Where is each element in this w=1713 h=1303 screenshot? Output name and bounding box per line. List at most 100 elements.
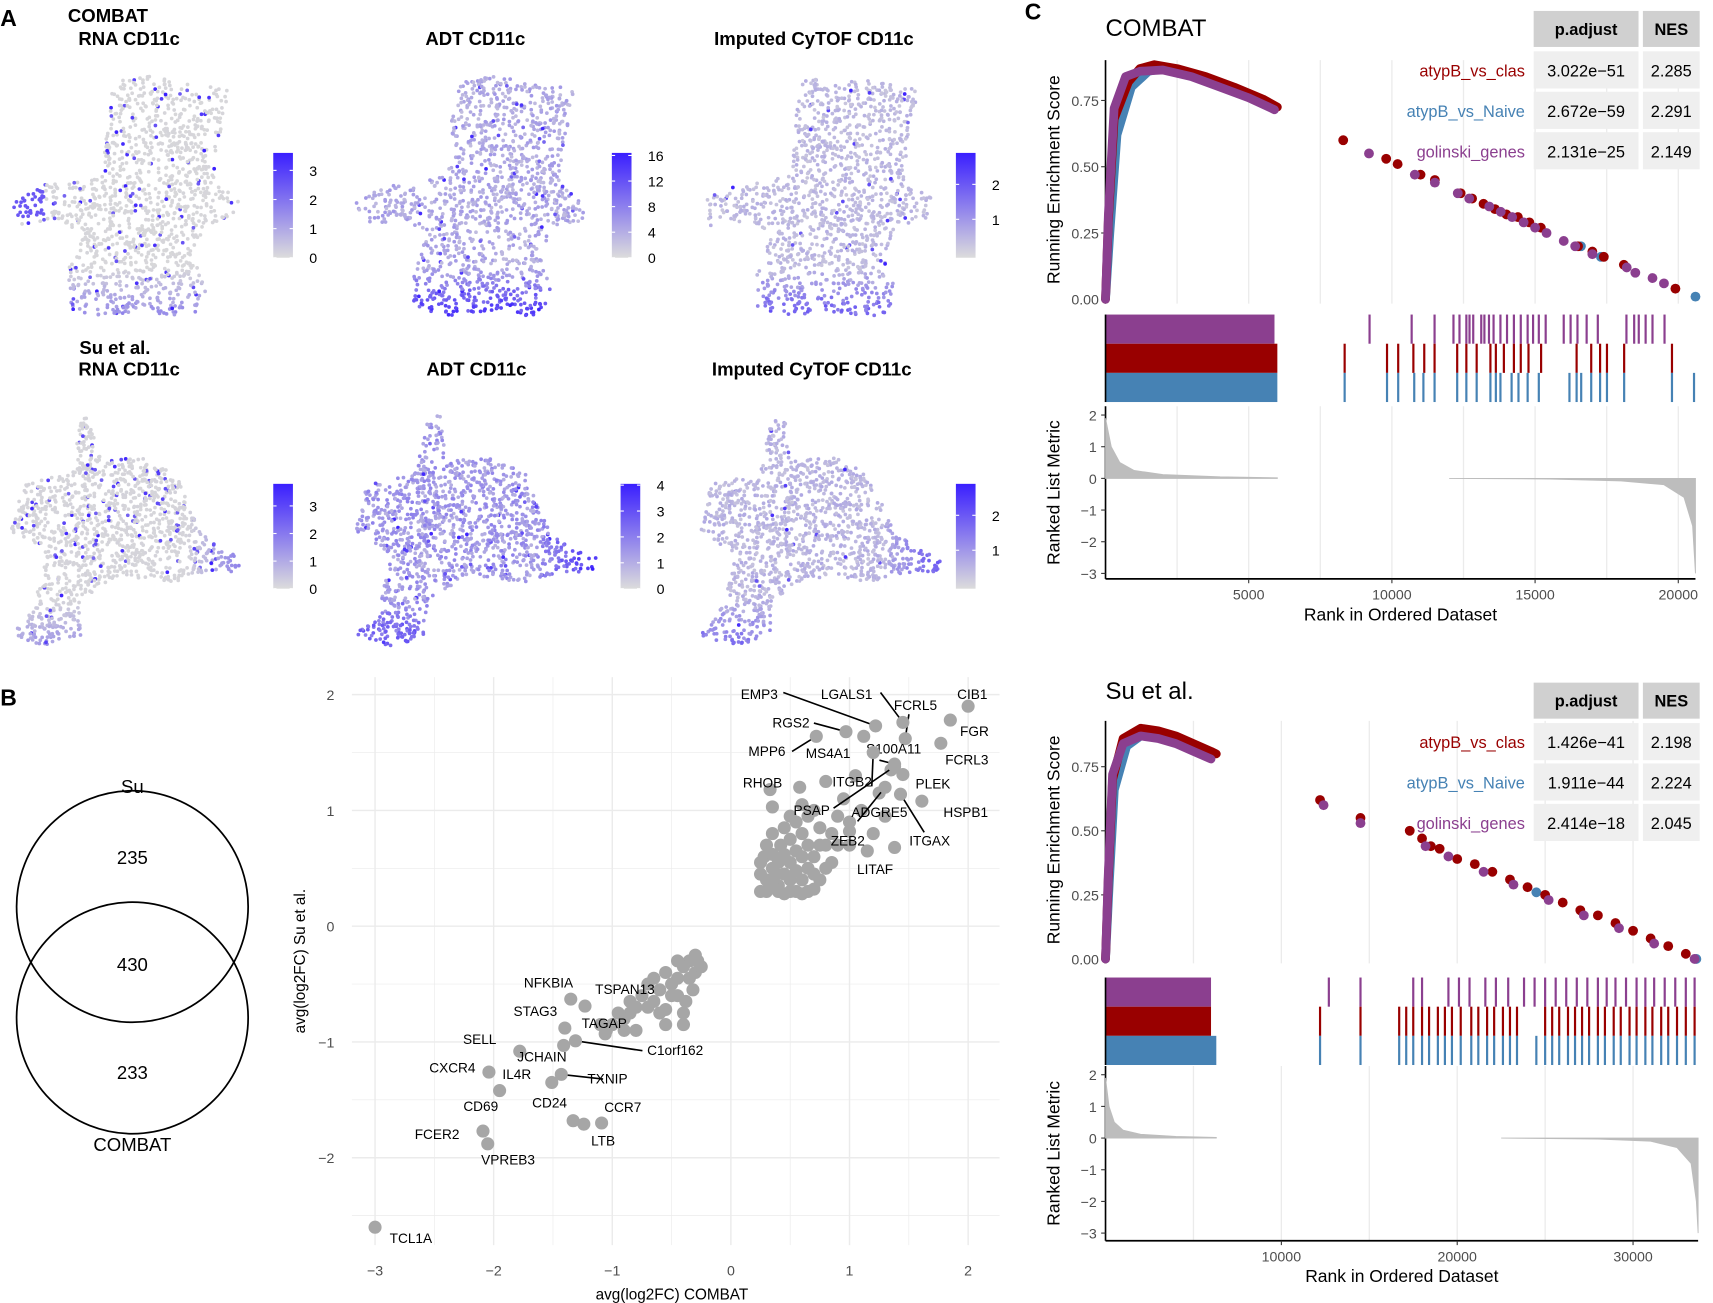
umap-cell-point <box>443 309 448 314</box>
umap-cell-point <box>466 282 471 287</box>
umap-cell-point <box>824 236 829 241</box>
umap-cell-point <box>493 251 498 256</box>
umap-cell-point <box>886 303 891 308</box>
umap-cell-point <box>134 285 138 290</box>
umap-cell-point <box>485 92 490 97</box>
umap-cell-point <box>821 115 826 120</box>
umap-cell-point <box>706 216 711 221</box>
umap-cell-point <box>894 99 899 104</box>
umap-cell-point <box>477 179 482 183</box>
umap-cell-point <box>535 274 540 278</box>
umap-cell-point <box>226 190 230 195</box>
umap-cell-point <box>114 251 119 255</box>
umap-cell-point <box>205 185 210 190</box>
umap-cell-point <box>876 295 881 300</box>
umap-cell-point <box>169 537 173 542</box>
umap-cell-point <box>891 227 896 232</box>
umap-cell-point <box>519 188 524 192</box>
umap-cell-point <box>122 295 127 300</box>
umap-cell-point <box>115 501 120 506</box>
umap-cell-point <box>442 223 447 227</box>
umap-cell-point <box>198 190 203 195</box>
umap-cell-point <box>80 496 85 501</box>
umap-cell-point <box>171 245 176 250</box>
umap-cell-point <box>515 266 519 271</box>
umap-cell-point <box>830 156 835 161</box>
umap-cell-point <box>489 100 494 105</box>
umap-cell-point <box>501 257 506 261</box>
umap-cell-point <box>195 157 200 162</box>
umap-cell-point <box>741 189 746 194</box>
umap-cell-point <box>527 234 532 239</box>
umap-cell-point <box>212 166 217 171</box>
umap-cell-point <box>505 83 509 88</box>
umap-cell-point <box>551 89 555 94</box>
umap-cell-point <box>54 209 58 214</box>
umap-cell-point <box>818 282 823 286</box>
umap-cell-point <box>867 112 872 117</box>
umap-cell-point <box>419 298 424 303</box>
umap-cell-point <box>99 242 104 246</box>
umap-cell-point <box>872 157 877 161</box>
umap-cell-point <box>496 221 501 225</box>
umap-cell-point <box>475 169 479 174</box>
umap-cell-point <box>110 242 115 247</box>
umap-cell-point <box>822 150 826 155</box>
umap-cell-point <box>144 529 149 534</box>
umap-cell-point <box>737 219 742 224</box>
umap-cell-point <box>791 164 796 169</box>
dataset-label-su: Su et al. <box>79 337 150 358</box>
umap-cell-point <box>828 141 833 145</box>
umap-cell-point <box>169 303 173 308</box>
umap-cell-point <box>22 488 27 493</box>
umap-cell-point <box>42 527 46 532</box>
umap-cell-point <box>482 93 486 97</box>
umap-cell-point <box>183 96 188 101</box>
umap-cell-point <box>66 607 71 612</box>
umap-cell-point <box>144 472 149 477</box>
umap-cell-point <box>105 288 110 293</box>
umap-cell-point <box>877 102 882 106</box>
umap-cell-point <box>102 472 106 477</box>
umap-cell-point <box>77 307 82 311</box>
umap-cell-point <box>94 511 98 516</box>
umap-cell-point <box>195 210 199 215</box>
umap-cell-point <box>111 117 116 121</box>
umap-cell-point <box>853 305 858 309</box>
umap-cell-point <box>44 197 49 201</box>
umap-cell-point <box>534 85 539 90</box>
umap-cell-point <box>91 435 96 440</box>
umap-cell-point <box>182 195 187 199</box>
umap-cell-point <box>129 260 133 265</box>
umap-cell-point <box>167 184 172 189</box>
umap-cell-point <box>103 260 108 265</box>
umap-cell-point <box>871 219 875 224</box>
umap-cell-point <box>815 143 820 148</box>
umap-cell-point <box>133 268 138 272</box>
umap-cell-point <box>428 232 432 237</box>
umap-cell-point <box>825 277 829 282</box>
umap-cell-point <box>68 602 73 606</box>
umap-cell-point <box>489 276 493 281</box>
umap-cell-point <box>121 106 125 111</box>
umap-cell-point <box>122 261 127 266</box>
umap-cell-point <box>199 112 204 117</box>
umap-cell-point <box>896 188 900 193</box>
umap-cell-point <box>103 207 108 212</box>
umap-cell-point <box>913 214 918 219</box>
umap-cell-point <box>91 281 96 286</box>
umap-cell-point <box>367 194 372 199</box>
umap-cell-point <box>454 301 458 306</box>
umap-cell-point <box>844 192 849 197</box>
umap-cell-point <box>564 188 569 193</box>
umap-cell-point <box>60 549 64 553</box>
umap-cell-point <box>849 171 854 176</box>
umap-cell-point <box>429 200 434 205</box>
umap-cell-point <box>403 192 407 197</box>
umap-cell-point <box>855 159 860 163</box>
umap-cell-point <box>104 191 109 196</box>
umap-cell-point <box>542 185 546 190</box>
umap-cell-point <box>837 254 841 259</box>
umap-cell-point <box>477 251 482 256</box>
umap-cell-point <box>888 85 892 90</box>
